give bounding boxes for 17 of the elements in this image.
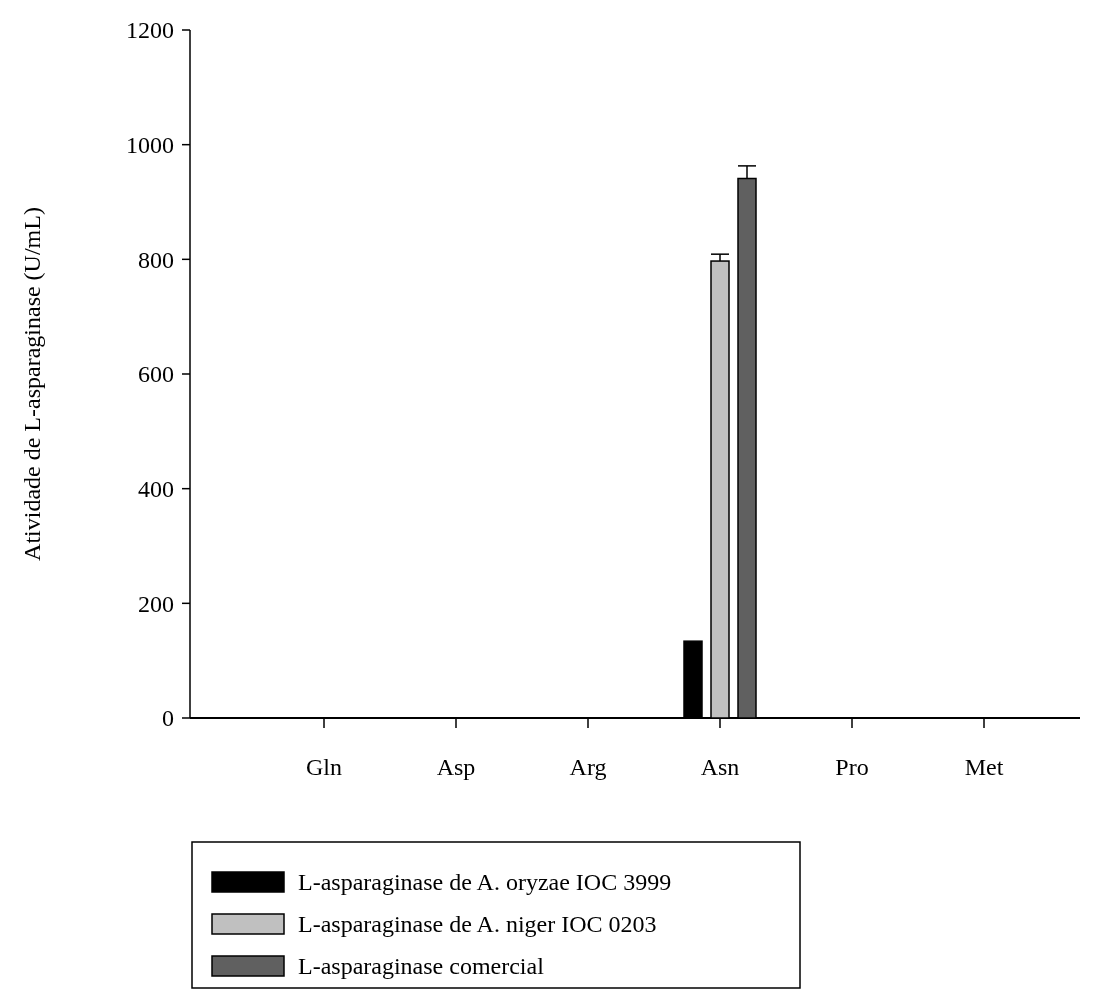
y-tick-label: 1000 [126, 132, 174, 159]
legend-label: L-asparaginase de A. niger IOC 0203 [298, 911, 657, 938]
y-tick-label: 200 [138, 590, 174, 617]
legend-label: L-asparaginase de A. oryzae IOC 3999 [298, 869, 672, 896]
x-tick-label: Met [964, 754, 1004, 780]
legend-label: L-asparaginase comercial [298, 953, 545, 980]
x-tick-label: Asn [700, 754, 740, 780]
y-tick-label: 800 [138, 246, 174, 273]
x-tick-label: Arg [569, 754, 607, 780]
y-tick-label: 1200 [126, 17, 174, 44]
x-tick-label: Asp [436, 754, 476, 780]
x-tick-label: Gln [306, 754, 342, 780]
y-tick-label: 0 [162, 705, 174, 732]
y-tick-label: 600 [138, 361, 174, 388]
y-axis-title: Atividade de L-asparaginase (U/mL) [19, 207, 45, 561]
x-tick-label: Pro [835, 754, 869, 780]
y-tick-label: 400 [138, 476, 174, 503]
